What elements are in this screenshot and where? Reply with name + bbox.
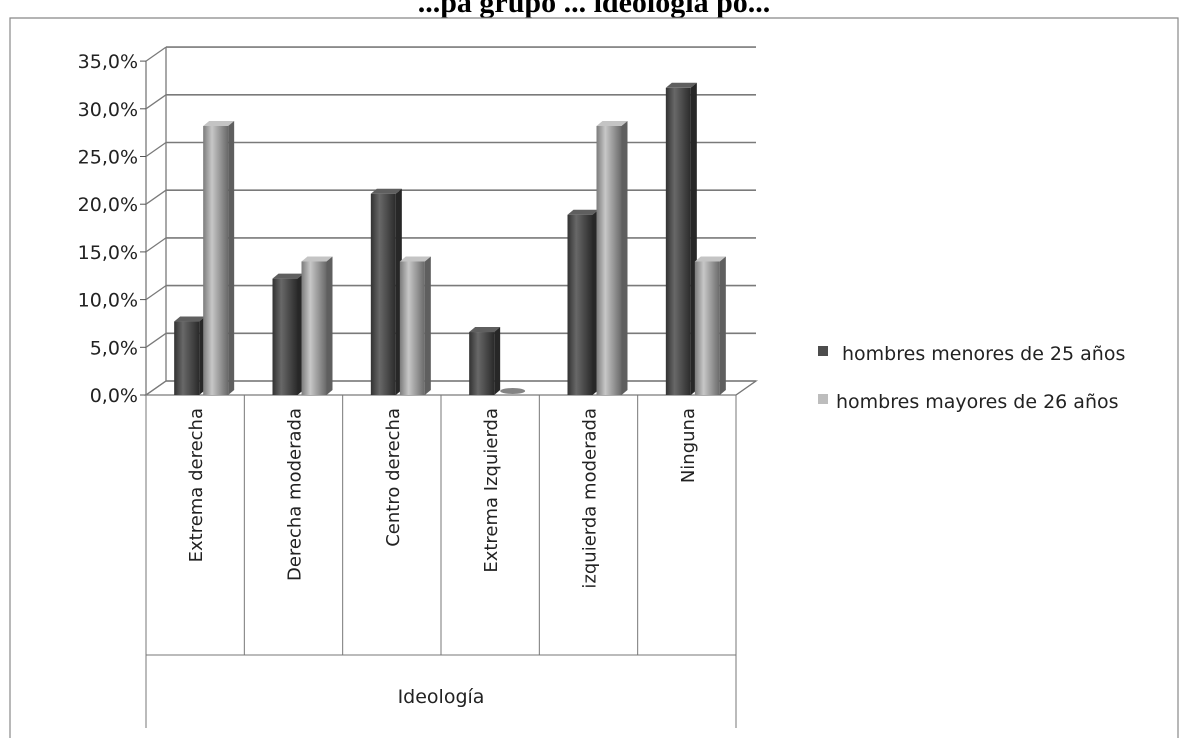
bar-side [621,120,628,396]
bars [174,82,726,396]
bar-top [399,256,431,262]
cat-axis-corner [735,380,757,396]
gridlines [145,46,756,396]
bar-side [719,256,726,395]
y-tick-label: 25,0% [78,147,138,169]
category-label: Extrema Izquierda [481,408,502,573]
gridline-side [145,46,167,62]
bar-front [665,87,691,395]
category-label: Extrema derecha [186,408,207,562]
category-label: Ninguna [678,408,699,483]
bar-top [567,209,599,215]
bar-front [272,278,298,395]
category-label: Derecha moderada [285,408,306,581]
bar [665,82,697,395]
bar-side [228,120,235,396]
bar-front [469,332,495,395]
gridline-side [145,189,167,205]
bar-top [370,188,402,194]
bar-side [424,256,431,395]
bar-top [272,273,304,279]
y-tick-label: 10,0% [78,290,138,312]
bar [469,327,501,395]
bar-top [301,256,333,262]
x-axis-label: Ideología [398,686,485,708]
bar-front [301,261,327,395]
gridline-side [145,141,167,158]
bar [174,316,206,395]
y-tick-label: 15,0% [78,242,138,264]
y-tick-label: 35,0% [78,51,138,73]
bar-top [174,316,206,322]
chart-border [9,17,1179,738]
gridline-side [145,237,167,253]
legend: hombres menores de 25 años hombres mayore… [818,343,1125,413]
gridline-side [145,94,167,110]
y-tick-label: 5,0% [90,337,138,359]
category-label: Centro derecha [383,408,404,547]
gridline-side [145,332,167,348]
bar-top [469,327,501,333]
legend-swatch [818,346,828,356]
bar [567,209,599,395]
bar-side [494,327,501,395]
bar-front [399,261,425,395]
bar [272,273,304,395]
gridline-side [145,380,167,396]
bar-front [694,261,720,395]
floor [143,380,759,396]
y-tick-label: 0,0% [90,385,138,407]
category-axis: Extrema derecha Derecha moderada Centro de… [145,380,757,728]
bar [500,388,526,394]
bar [203,120,235,396]
y-tick-label: 20,0% [78,194,138,216]
gridline-side [145,285,167,301]
bar [399,256,431,395]
bar [370,188,402,395]
legend-label: hombres mayores de 26 años [836,391,1119,413]
bar-front [203,125,229,396]
category-label: izquierda moderada [580,408,601,589]
legend-label: hombres menores de 25 años [842,343,1125,365]
bar-front [596,125,622,396]
bar-zero [500,388,526,394]
bar [596,120,628,396]
bar-front [370,193,396,395]
bar-front [567,214,593,395]
chart-title: ...pa grupo ... ideología po... [417,0,771,19]
y-tick-label: 30,0% [78,99,138,121]
bar-top [203,120,235,126]
bar-front [174,321,200,395]
legend-swatch [818,394,828,404]
bar [301,256,333,395]
bar-top [596,120,628,126]
y-axis-ticks: 0,0% 5,0% 10,0% 15,0% 20,0% 25,0% 30,0% 35,0% [78,51,146,407]
bar-top [694,256,726,262]
bar-side [326,256,333,395]
bar-top [665,82,697,88]
bar [694,256,726,395]
